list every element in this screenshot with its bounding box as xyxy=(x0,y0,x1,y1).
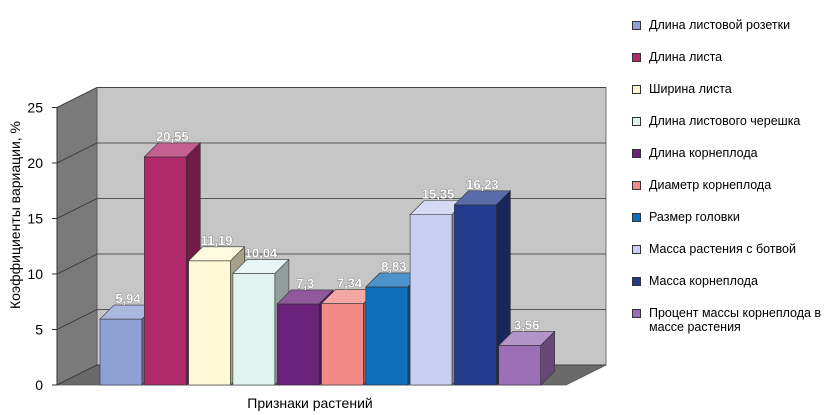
legend-swatch xyxy=(632,117,641,126)
legend-label: Ширина листа xyxy=(649,82,732,96)
legend-item: Длина листового черешка xyxy=(628,114,834,128)
data-label: 16,23 xyxy=(466,177,499,192)
bar-front xyxy=(232,273,276,386)
legend-item: Длина листовой розетки xyxy=(628,18,834,32)
legend-swatch xyxy=(632,213,641,222)
legend-swatch xyxy=(632,181,641,190)
bar xyxy=(497,330,556,386)
legend-label: Процент массы корнеплода в массе растени… xyxy=(649,306,822,334)
legend-item: Диаметр корнеплода xyxy=(628,178,834,192)
y-tick-label: 0 xyxy=(35,377,43,393)
gridline xyxy=(56,87,606,108)
y-tick-label: 25 xyxy=(27,100,43,116)
side-wall xyxy=(56,86,98,386)
gridline xyxy=(56,142,606,164)
bar-front xyxy=(365,286,409,386)
bar-front xyxy=(409,214,453,386)
bar-front xyxy=(276,303,320,386)
bar-front xyxy=(99,318,143,386)
y-tick-label: 5 xyxy=(35,322,43,338)
legend-label: Длина листа xyxy=(649,50,723,64)
legend-item: Процент массы корнеплода в массе растени… xyxy=(628,306,834,334)
y-axis: 0 5 10 15 20 25 xyxy=(27,100,58,393)
legend-swatch xyxy=(632,85,641,94)
y-axis-title: Коэффициенты вариации, % xyxy=(7,121,23,309)
y-tick-label: 20 xyxy=(27,155,43,171)
legend-item: Размер головки xyxy=(628,210,834,224)
x-axis-title: Признаки растений xyxy=(247,395,372,411)
bar-side xyxy=(540,330,556,386)
legend-item: Ширина листа xyxy=(628,82,834,96)
data-label: 7,3 xyxy=(296,276,314,291)
gridline xyxy=(56,198,606,219)
data-label: 3,56 xyxy=(514,317,539,332)
bars xyxy=(99,142,556,386)
legend-swatch xyxy=(632,149,641,158)
data-label: 7,34 xyxy=(337,276,363,291)
bar xyxy=(453,190,512,386)
legend-swatch xyxy=(632,245,641,254)
legend-label: Масса растения с ботвой xyxy=(649,242,796,256)
data-label: 20,55 xyxy=(156,129,189,144)
legend-swatch xyxy=(632,21,641,30)
legend-swatch xyxy=(632,53,641,62)
bar-front xyxy=(498,345,542,386)
data-label: 15,35 xyxy=(422,187,455,202)
y-tick-label: 15 xyxy=(27,211,43,227)
data-label: 8,83 xyxy=(381,259,406,274)
y-tick-label: 10 xyxy=(27,266,43,282)
legend: Длина листовой розетки Длина листа Ширина … xyxy=(628,18,834,334)
legend-label: Длина корнеплода xyxy=(649,146,758,160)
bar-front xyxy=(144,156,187,386)
data-label: 5,94 xyxy=(115,291,141,306)
legend-item: Длина листа xyxy=(628,50,834,64)
legend-swatch xyxy=(632,277,641,286)
legend-item: Масса растения с ботвой xyxy=(628,242,834,256)
data-labels: 5,94 20,55 11,19 10,04 7,3 7,34 8,83 15,35 16,23… xyxy=(115,129,540,333)
legend-swatch xyxy=(632,309,641,318)
legend-label: Длина листовой розетки xyxy=(649,18,791,32)
legend-item: Масса корнеплода xyxy=(628,274,834,288)
legend-label: Масса корнеплода xyxy=(649,274,758,288)
data-label: 10,04 xyxy=(245,246,278,261)
legend-label: Диаметр корнеплода xyxy=(649,178,772,192)
legend-label: Размер головки xyxy=(649,210,740,224)
bar-front xyxy=(188,260,231,386)
data-label: 11,19 xyxy=(201,233,233,248)
legend-item: Длина корнеплода xyxy=(628,146,834,160)
legend-label: Длина листового черешка xyxy=(649,114,801,128)
bar-front xyxy=(454,204,497,386)
bar-front xyxy=(321,303,364,386)
